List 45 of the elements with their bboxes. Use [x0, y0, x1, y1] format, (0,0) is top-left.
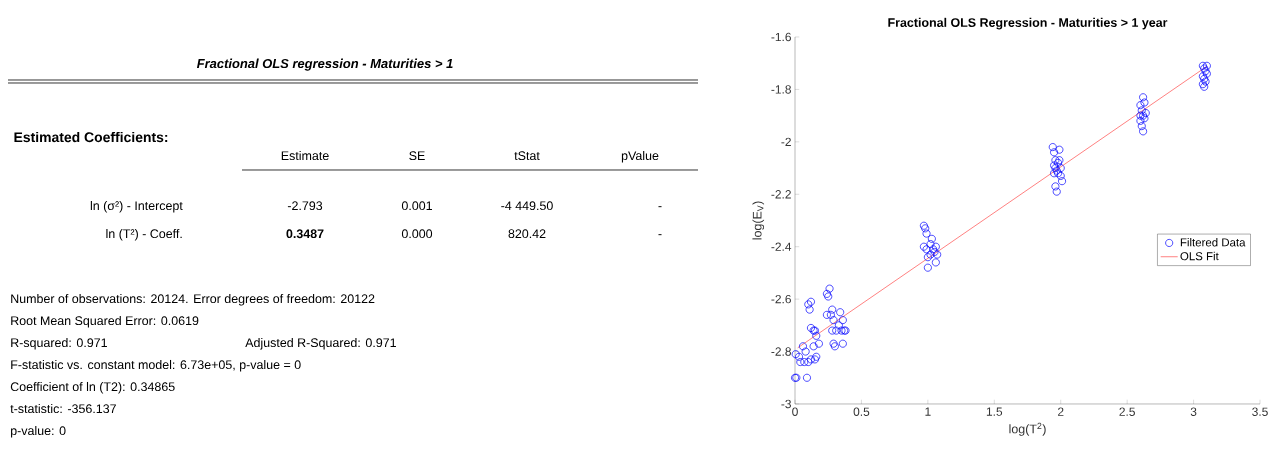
- text: -: [658, 206, 662, 208]
- text: Adjusted R-Squared: 0.971: [245, 337, 396, 350]
- x-tick-label: 2: [1057, 407, 1064, 416]
- x-tick-label: 3: [1190, 407, 1197, 416]
- text: 0.001: [401, 201, 432, 211]
- text: Estimate: [281, 150, 329, 161]
- text: 820.42: [508, 229, 546, 239]
- y-tick-label: -2: [781, 137, 791, 147]
- x-axis-title: log(T$^{2}$): [1009, 422, 1046, 436]
- y-axis-title: log(E$_{V}$): [752, 201, 765, 240]
- text: Number of observations: 20124. Error degrees of freedom: 20122: [11, 293, 375, 306]
- text: F-statistic vs. constant model: 6.73e+05, p-value = 0: [11, 359, 301, 372]
- y-tick-label: -1.6: [771, 32, 791, 42]
- text: SE: [409, 151, 425, 161]
- text: Fractional OLS regression - Maturities > 1: [196, 58, 453, 71]
- text: ln (σ²) - Intercept: [90, 200, 183, 213]
- text: -: [658, 234, 662, 236]
- x-tick-label: 1: [925, 407, 931, 416]
- legend-label: OLS Fit: [1180, 251, 1219, 261]
- text: pValue: [621, 150, 659, 163]
- text: Estimated Coefficients:: [14, 131, 168, 143]
- y-tick-label: -1.8: [771, 85, 791, 94]
- y-tick-label: -2.4: [771, 242, 792, 251]
- x-tick-label: 2.5: [1119, 407, 1135, 416]
- y-tick-label: -2.8: [771, 347, 791, 356]
- text: 0.000: [401, 229, 433, 239]
- text: R-squared: 0.971: [11, 337, 107, 350]
- text: t-statistic: -356.137: [10, 403, 116, 414]
- chart-title: Fractional OLS Regression - Maturities > 1 year: [888, 17, 1168, 30]
- text: Coefficient of ln (T2): 0.34865: [10, 381, 175, 394]
- x-tick-label: 1.5: [986, 407, 1003, 416]
- text: Root Mean Squared Error: 0.0619: [11, 315, 199, 328]
- x-tick-label: 3.5: [1252, 407, 1268, 416]
- y-tick-label: -2.2: [771, 190, 791, 199]
- text: 0.3487: [286, 229, 324, 239]
- legend-label: Filtered Data: [1180, 238, 1246, 247]
- text: -2.793: [287, 201, 323, 211]
- text: tStat: [514, 151, 540, 161]
- y-tick-label: -2.6: [771, 294, 791, 304]
- x-tick-label: 0: [792, 407, 798, 416]
- text: ln (T²) - Coeff.: [106, 228, 182, 241]
- text: p-value: 0: [11, 425, 66, 438]
- text: -4 449.50: [501, 201, 553, 211]
- y-tick-label: -3: [781, 399, 791, 409]
- x-tick-label: 0.5: [853, 407, 870, 416]
